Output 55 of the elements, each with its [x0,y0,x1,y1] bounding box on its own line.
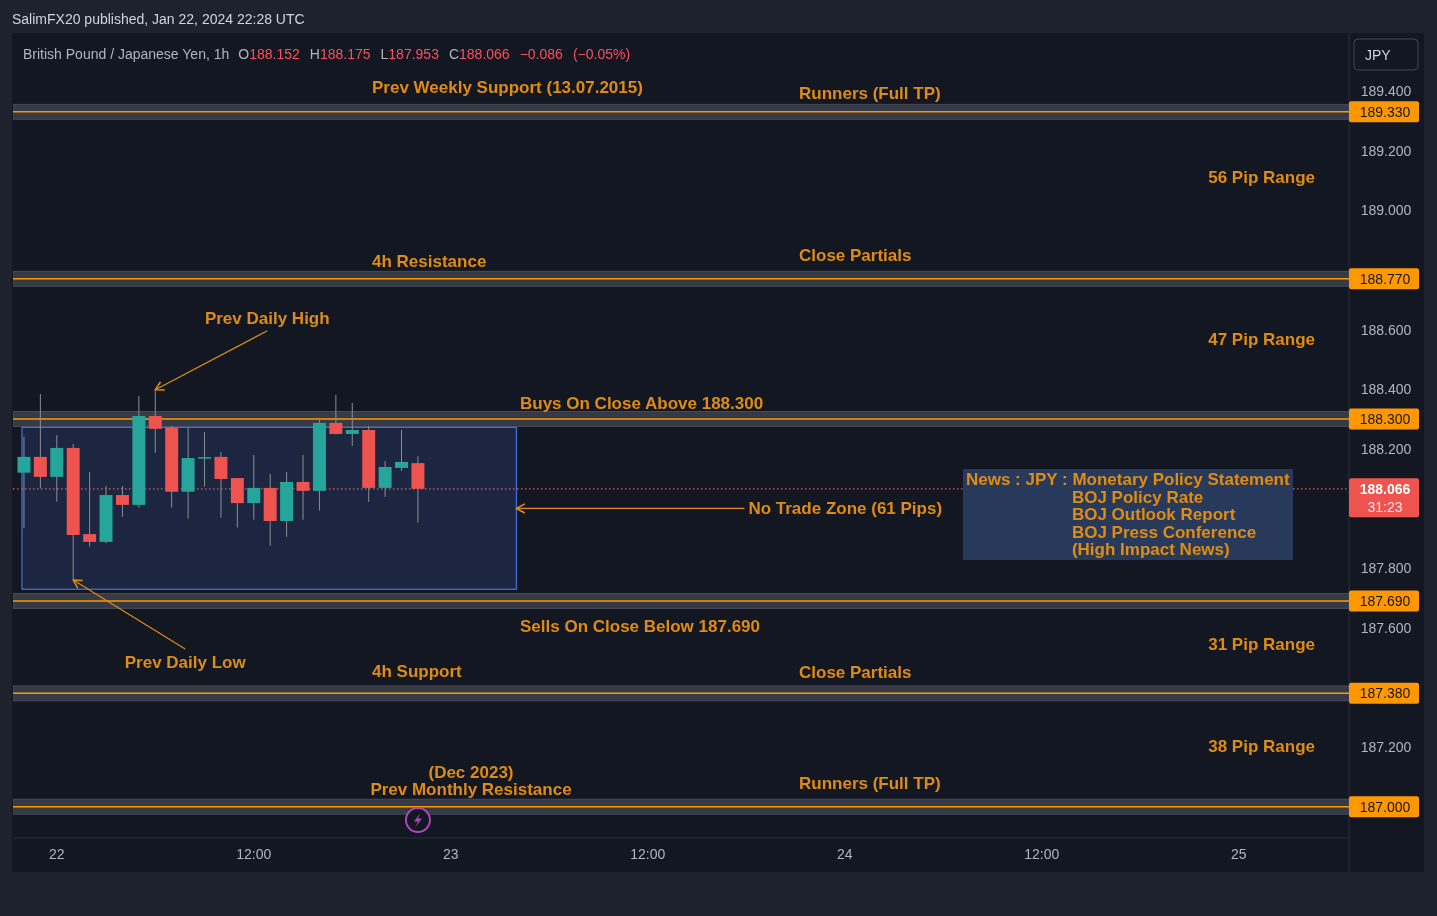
y-tick-label: 189.000 [1360,202,1412,219]
y-tick-label: 189.200 [1360,142,1412,159]
annotation: Close Partials [799,662,912,682]
x-tick-label: 12:00 [1024,846,1060,862]
candlestick [329,394,343,436]
y-tick-label: 188.400 [1360,381,1412,398]
ref-line-label: 188.770 [1359,270,1411,287]
y-tick-label: 188.600 [1360,321,1412,338]
annotation: (Dec 2023) Prev Monthly Resistance [370,762,572,800]
x-tick-label: 22 [48,846,65,862]
ref-line-label: 187.000 [1359,798,1411,815]
candlestick [345,402,359,447]
y-tick-label: 187.800 [1360,560,1412,577]
ref-line-label: 189.330 [1359,103,1411,120]
y-tick-label: 187.200 [1360,739,1412,756]
annotation: Prev Daily Low [124,652,247,672]
ref-line-label: 187.690 [1359,592,1411,609]
annotation: 38 Pip Range [1208,736,1315,756]
annotation: Sells On Close Below 187.690 [520,616,761,636]
candlestick [17,436,31,529]
candlestick [378,460,392,498]
y-tick-label: 187.600 [1360,619,1412,636]
x-tick-label: 23 [442,846,459,862]
candlestick [198,431,212,488]
candlestick [33,393,47,489]
annotation: Runners (Full TP) [799,773,941,793]
currency-button: JPY [1353,38,1419,71]
text: O188.152 H188.175 L187.953 C188.066 −0.086 (−0.05%) [238,46,631,62]
candlestick [395,429,408,472]
chart-title: SalimFX20 published, Jan 22, 2024 22:28 UTC [12,11,305,27]
annotation: News : JPY : Monetary Policy Statement BOJ Policy Rate BOJ Outlook Report BOJ Press Conference (High Impact News) [965,470,1290,559]
annotation: No Trade Zone (61 Pips) [748,499,943,519]
ref-line-label: 187.380 [1359,685,1411,702]
annotation: Prev Daily High [204,308,330,328]
x-tick-label: 12:00 [236,846,272,862]
x-tick-label: 24 [836,846,853,862]
y-axis-title: JPY [1365,47,1392,63]
annotation: Runners (Full TP) [799,83,941,103]
y-tick-label: 188.200 [1360,440,1412,457]
x-tick-label: 25 [1230,846,1247,862]
annotation: 31 Pip Range [1208,634,1315,654]
y-tick-label: 189.400 [1360,82,1412,99]
ref-line-label: 188.300 [1359,411,1411,427]
annotation: 4h Support [372,661,463,681]
x-tick-label: 12:00 [630,846,666,862]
annotation: 4h Resistance [372,251,487,271]
annotation: Buys On Close Above 188.300 [520,393,764,413]
candlestick [247,454,261,521]
annotation: Close Partials [799,245,912,265]
annotation: 47 Pip Range [1208,329,1315,349]
ref-line-label: 188.066 31:23 [1359,480,1411,515]
annotation: Prev Weekly Support (13.07.2015) [372,77,643,97]
candlestick [148,389,162,454]
annotation: 56 Pip Range [1208,167,1315,187]
text: British Pound / Japanese Yen, 1h [23,46,230,62]
